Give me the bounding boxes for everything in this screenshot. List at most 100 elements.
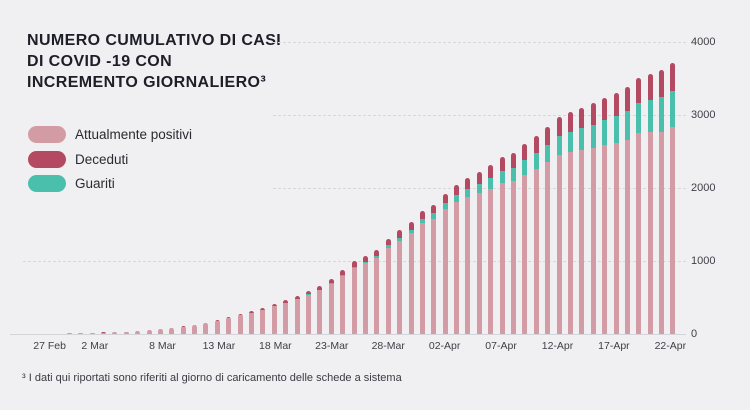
- bar-segment-deceduti: [271, 304, 277, 307]
- bar-segment-guariti: [397, 237, 403, 241]
- stacked-bar: [66, 333, 72, 334]
- stacked-bar: [283, 300, 289, 334]
- y-tick-label: 1000: [691, 254, 716, 267]
- stacked-bar: [499, 157, 505, 334]
- bar-segment-positivi: [659, 131, 665, 334]
- stacked-bar: [454, 184, 460, 334]
- stacked-bar: [328, 278, 334, 334]
- bar-segment-deceduti: [249, 311, 255, 313]
- bar-segment-positivi: [397, 240, 403, 334]
- legend-swatch: [28, 150, 66, 168]
- x-tick-label: 02-Apr: [428, 340, 461, 352]
- bar-segment-guariti: [351, 266, 357, 269]
- bar-segment-deceduti: [237, 314, 243, 316]
- bar-segment-positivi: [135, 331, 141, 334]
- stacked-bar: [100, 332, 106, 334]
- stacked-bar: [442, 193, 448, 334]
- bar-segment-guariti: [499, 170, 505, 183]
- bar-segment-positivi: [522, 174, 528, 334]
- stacked-bar: [226, 317, 232, 334]
- bar-segment-deceduti: [659, 70, 665, 98]
- bar-segment-positivi: [533, 169, 539, 334]
- bar-segment-positivi: [226, 318, 232, 334]
- y-tick-label: 4000: [691, 35, 716, 48]
- bar-segment-positivi: [602, 145, 608, 334]
- bar-segment-guariti: [431, 213, 437, 219]
- bar-segment-deceduti: [351, 261, 357, 267]
- bar-segment-positivi: [636, 132, 642, 334]
- stacked-bar: [602, 97, 608, 334]
- legend-item: Deceduti: [28, 150, 192, 168]
- stacked-bar: [659, 70, 665, 334]
- bar-segment-positivi: [511, 181, 517, 334]
- x-tick-label: 18 Mar: [259, 340, 292, 352]
- stacked-bar: [590, 102, 596, 334]
- bar-segment-deceduti: [374, 250, 380, 257]
- bar-segment-positivi: [476, 193, 482, 334]
- bar-segment-deceduti: [511, 152, 517, 168]
- stacked-bar: [317, 285, 323, 334]
- stacked-bar: [305, 290, 311, 334]
- chart-title: NUMERO CUMULATIVO DI CASI DI COVID -19 C…: [27, 30, 281, 93]
- stacked-bar: [214, 320, 220, 334]
- stacked-bar: [556, 116, 562, 334]
- stacked-bar: [249, 311, 255, 334]
- bar-segment-guariti: [488, 178, 494, 189]
- y-tick-label: 0: [691, 327, 698, 340]
- bar-segment-positivi: [624, 139, 630, 334]
- stacked-bar: [123, 331, 129, 334]
- bar-segment-guariti: [385, 245, 391, 249]
- footnote: ³ I dati qui riportati sono riferiti al …: [22, 372, 402, 384]
- stacked-bar: [522, 143, 528, 334]
- stacked-bar: [579, 107, 585, 334]
- stacked-bar: [294, 295, 300, 334]
- bar-segment-guariti: [613, 116, 619, 143]
- bar-segment-guariti: [590, 124, 596, 148]
- stacked-bar: [533, 136, 539, 334]
- bar-segment-guariti: [408, 229, 414, 234]
- bar-segment-positivi: [66, 333, 72, 334]
- x-tick-label: 07-Apr: [485, 340, 517, 352]
- bar-segment-positivi: [260, 309, 266, 334]
- bar-segment-deceduti: [340, 270, 346, 276]
- bar-segment-positivi: [169, 328, 175, 334]
- stacked-bar: [157, 329, 163, 334]
- y-tick-label: 3000: [691, 108, 716, 121]
- bar-segment-guariti: [419, 219, 425, 224]
- title-line-2: DI COVID -19 CON: [27, 53, 173, 70]
- bar-segment-guariti: [579, 128, 585, 151]
- bar-segment-deceduti: [567, 112, 573, 132]
- bar-segment-positivi: [317, 290, 323, 334]
- bar-segment-deceduti: [579, 107, 585, 129]
- legend-label: Guariti: [75, 176, 115, 191]
- stacked-bar: [670, 62, 676, 334]
- bar-segment-positivi: [340, 276, 346, 334]
- bar-segment-guariti: [659, 97, 665, 132]
- bar-segment-positivi: [237, 315, 243, 334]
- bar-segment-deceduti: [203, 322, 209, 324]
- x-tick-label: 27 Feb: [33, 340, 66, 352]
- stacked-bar: [362, 255, 368, 334]
- stacked-bar: [636, 77, 642, 334]
- stacked-bar: [203, 322, 209, 334]
- bar-segment-deceduti: [305, 290, 311, 295]
- bar-segment-positivi: [146, 330, 152, 334]
- bar-segment-positivi: [454, 201, 460, 334]
- bar-segment-positivi: [192, 325, 198, 334]
- title-line-3: INCREMENTO GIORNALIERO³: [27, 74, 267, 91]
- bar-segment-positivi: [579, 150, 585, 334]
- bar-segment-guariti: [624, 111, 630, 140]
- bar-segment-positivi: [89, 332, 95, 334]
- stacked-bar: [351, 261, 357, 334]
- bar-segment-positivi: [362, 263, 368, 334]
- bar-segment-deceduti: [260, 307, 266, 310]
- bar-segment-guariti: [442, 203, 448, 210]
- bar-segment-deceduti: [362, 255, 368, 262]
- bar-segment-guariti: [522, 159, 528, 175]
- bar-segment-deceduti: [408, 221, 414, 230]
- legend-swatch: [28, 175, 66, 192]
- stacked-bar: [624, 86, 630, 334]
- legend-swatch: [28, 126, 66, 143]
- bar-segment-positivi: [180, 326, 186, 334]
- bar-segment-deceduti: [328, 278, 334, 284]
